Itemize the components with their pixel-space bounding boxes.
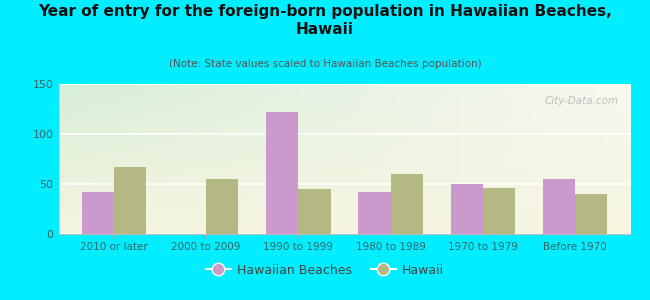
Bar — [298, 189, 331, 234]
Bar — [81, 192, 114, 234]
Bar — [575, 194, 608, 234]
Legend: Hawaiian Beaches, Hawaii: Hawaiian Beaches, Hawaii — [201, 259, 449, 281]
Bar — [391, 174, 423, 234]
Bar — [114, 167, 146, 234]
Bar — [450, 184, 483, 234]
Bar — [543, 179, 575, 234]
Bar — [206, 179, 239, 234]
Text: Year of entry for the foreign-born population in Hawaiian Beaches,
Hawaii: Year of entry for the foreign-born popul… — [38, 4, 612, 37]
Text: (Note: State values scaled to Hawaiian Beaches population): (Note: State values scaled to Hawaiian B… — [169, 59, 481, 69]
Text: City-Data.com: City-Data.com — [545, 96, 619, 106]
Bar — [483, 188, 515, 234]
Bar — [266, 112, 298, 234]
Bar — [358, 192, 391, 234]
